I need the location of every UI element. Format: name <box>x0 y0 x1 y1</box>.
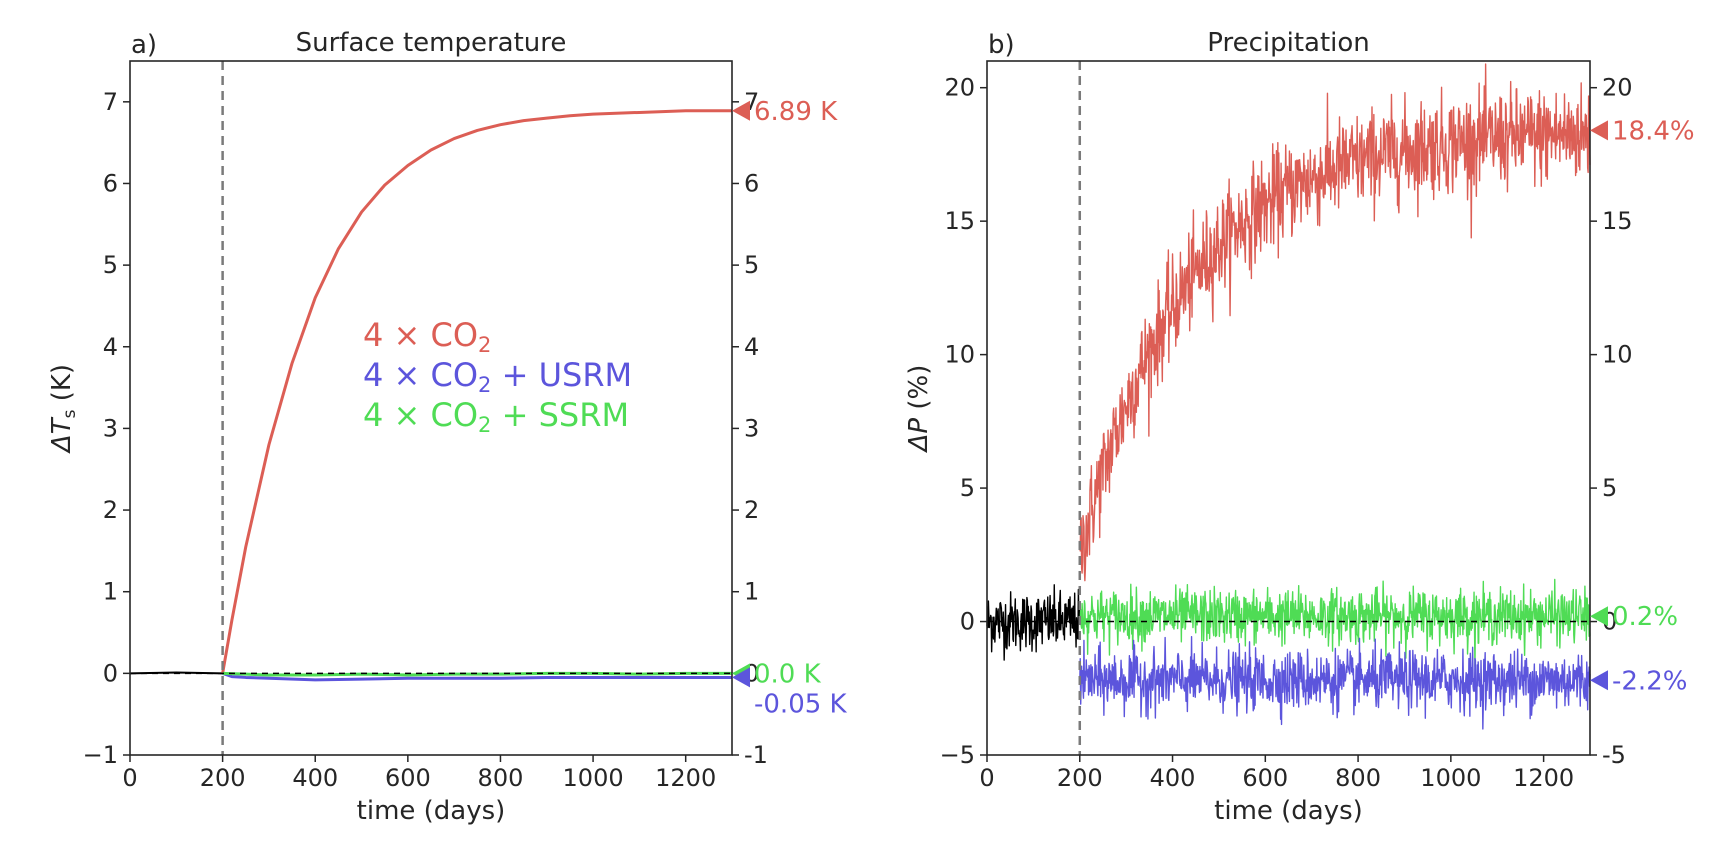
chart-title: Surface temperature <box>296 28 567 58</box>
series-line-ssrm <box>1079 578 1591 668</box>
x-tick-label: 200 <box>200 764 246 792</box>
y-tick-label-right: 3 <box>744 414 759 442</box>
legend-entry-usrm: 4 × CO2 + USRM <box>363 356 632 397</box>
y-axis-label: ΔP (%) <box>904 365 934 454</box>
y-tick-label-left: 0 <box>103 659 118 687</box>
series-line-co2 <box>221 109 732 674</box>
x-tick-label: 400 <box>1150 764 1196 792</box>
y-tick-label-left: 15 <box>944 207 975 235</box>
legend-entry-ssrm: 4 × CO2 + SSRM <box>363 396 629 437</box>
x-tick-label: 1200 <box>655 764 716 792</box>
y-tick-label-left: 2 <box>103 496 118 524</box>
series-line-usrm <box>222 671 732 682</box>
y-tick-label-left: 5 <box>103 251 118 279</box>
panel-surface-temperature: 0 200 400 600 800 1000 1200−1 -10 01 12 23 34 45 56 67… <box>47 28 848 826</box>
y-tick-label-left: 5 <box>960 474 975 502</box>
y-tick-label-right: -5 <box>1602 741 1626 769</box>
y-axis-label: ΔTs (K) <box>47 364 80 454</box>
end-label-usrm: -2.2% <box>1612 666 1687 696</box>
end-marker-co2 <box>1590 120 1608 141</box>
x-tick-label: 1000 <box>563 764 624 792</box>
end-label-co2: 6.89 K <box>754 97 838 127</box>
x-tick-label: 1000 <box>1420 764 1481 792</box>
y-tick-label-left: 4 <box>103 333 118 361</box>
y-tick-label-right: -1 <box>744 741 768 769</box>
y-tick-label-right: 5 <box>744 251 759 279</box>
end-label-usrm: -0.05 K <box>754 689 848 719</box>
x-tick-label: 800 <box>478 764 524 792</box>
y-tick-label-right: 1 <box>744 578 759 606</box>
end-marker-ssrm <box>1590 606 1608 627</box>
y-tick-label-left: 1 <box>103 578 118 606</box>
chart-title: Precipitation <box>1207 28 1370 58</box>
x-tick-label: 0 <box>122 764 137 792</box>
y-tick-label-right: 6 <box>744 169 759 197</box>
x-tick-label: 600 <box>385 764 431 792</box>
y-tick-label-left: 10 <box>944 341 975 369</box>
end-marker-usrm <box>732 667 750 688</box>
y-tick-label-left: 0 <box>960 608 975 636</box>
end-label-ssrm: 0.2% <box>1612 602 1678 632</box>
y-tick-label-left: −5 <box>940 741 975 769</box>
y-tick-label-left: 6 <box>103 169 118 197</box>
plot-frame <box>129 60 733 756</box>
y-tick-label-left: 20 <box>944 74 975 102</box>
x-tick-label: 0 <box>979 764 994 792</box>
series-line-usrm <box>1079 636 1591 730</box>
x-axis-label: time (days) <box>1214 796 1363 826</box>
series-line-control <box>986 584 1081 661</box>
series-line-ssrm <box>222 671 732 677</box>
end-label-co2: 18.4% <box>1612 116 1695 146</box>
x-tick-label: 400 <box>292 764 338 792</box>
panel-label: a) <box>131 30 157 60</box>
y-tick-label-right: 5 <box>1602 474 1617 502</box>
x-axis-label: time (days) <box>357 796 506 826</box>
panel-label: b) <box>988 30 1015 60</box>
plot-frame <box>986 60 1591 756</box>
end-marker-usrm <box>1590 670 1608 691</box>
legend-entry-co2: 4 × CO2 <box>363 316 491 357</box>
y-tick-label-left: −1 <box>83 741 118 769</box>
x-tick-label: 200 <box>1057 764 1103 792</box>
series-line-co2 <box>1079 63 1591 582</box>
x-tick-label: 1200 <box>1513 764 1574 792</box>
y-tick-label-right: 4 <box>744 333 759 361</box>
y-tick-label-right: 20 <box>1602 74 1633 102</box>
end-label-ssrm: 0.0 K <box>754 659 822 689</box>
x-tick-label: 600 <box>1242 764 1288 792</box>
end-marker-co2 <box>732 100 750 121</box>
y-tick-label-right: 15 <box>1602 207 1633 235</box>
y-tick-label-right: 2 <box>744 496 759 524</box>
y-tick-label-left: 7 <box>103 88 118 116</box>
x-tick-label: 800 <box>1335 764 1381 792</box>
y-tick-label-left: 3 <box>103 414 118 442</box>
y-tick-label-right: 10 <box>1602 341 1633 369</box>
